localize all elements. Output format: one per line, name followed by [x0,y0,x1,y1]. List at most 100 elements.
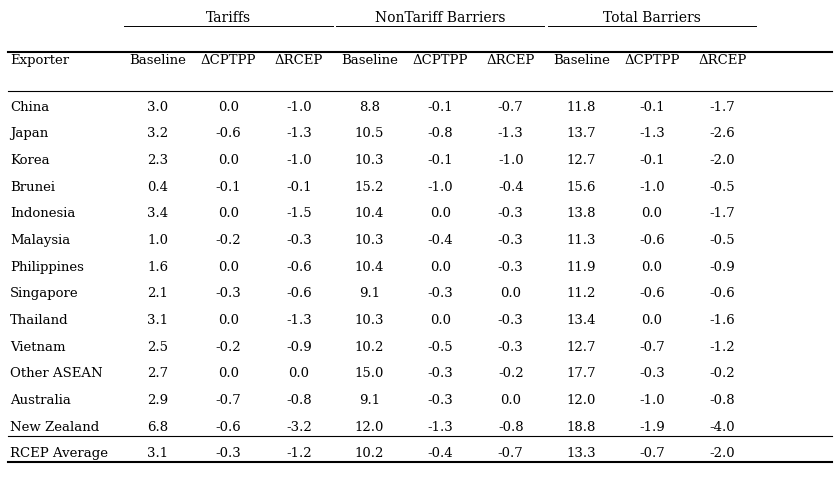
Text: -0.8: -0.8 [498,421,523,434]
Text: -0.3: -0.3 [639,368,664,380]
Text: 3.0: 3.0 [147,101,169,114]
Text: 17.7: 17.7 [566,368,596,380]
Text: -1.0: -1.0 [428,181,453,194]
Text: Other ASEAN: Other ASEAN [10,368,102,380]
Text: -0.9: -0.9 [286,341,312,354]
Text: -1.2: -1.2 [286,448,312,460]
Text: 3.1: 3.1 [147,314,169,327]
Text: 0.0: 0.0 [218,261,239,274]
Text: -0.6: -0.6 [639,288,664,300]
Text: 0.0: 0.0 [430,261,451,274]
Text: 10.2: 10.2 [355,341,384,354]
Text: -0.7: -0.7 [498,448,523,460]
Text: 11.2: 11.2 [567,288,596,300]
Text: -1.0: -1.0 [639,181,664,194]
Text: -0.3: -0.3 [428,394,453,407]
Text: -0.1: -0.1 [639,101,664,114]
Text: -1.0: -1.0 [286,101,312,114]
Text: 12.0: 12.0 [355,421,384,434]
Text: 6.8: 6.8 [147,421,169,434]
Text: New Zealand: New Zealand [10,421,99,434]
Text: -0.3: -0.3 [498,207,523,220]
Text: -1.3: -1.3 [286,314,312,327]
Text: 15.0: 15.0 [355,368,384,380]
Text: ΔCPTPP: ΔCPTPP [201,54,256,67]
Text: -0.3: -0.3 [286,234,312,247]
Text: 15.2: 15.2 [355,181,384,194]
Text: Malaysia: Malaysia [10,234,71,247]
Text: -0.1: -0.1 [428,101,453,114]
Text: 2.9: 2.9 [147,394,169,407]
Text: 2.3: 2.3 [147,154,169,167]
Text: Thailand: Thailand [10,314,69,327]
Text: -0.1: -0.1 [639,154,664,167]
Text: ΔCPTPP: ΔCPTPP [412,54,468,67]
Text: 11.9: 11.9 [566,261,596,274]
Text: 9.1: 9.1 [359,288,381,300]
Text: ΔRCEP: ΔRCEP [275,54,323,67]
Text: -0.3: -0.3 [428,368,453,380]
Text: -0.3: -0.3 [498,261,523,274]
Text: -0.6: -0.6 [216,421,241,434]
Text: -0.2: -0.2 [498,368,523,380]
Text: -0.8: -0.8 [710,394,735,407]
Text: 10.2: 10.2 [355,448,384,460]
Text: 0.4: 0.4 [148,181,168,194]
Text: -2.6: -2.6 [710,127,735,140]
Text: 3.2: 3.2 [147,127,169,140]
Text: 11.3: 11.3 [566,234,596,247]
Text: -0.3: -0.3 [428,288,453,300]
Text: ΔCPTPP: ΔCPTPP [624,54,680,67]
Text: -1.7: -1.7 [710,101,735,114]
Text: 10.3: 10.3 [354,154,385,167]
Text: -0.1: -0.1 [286,181,312,194]
Text: 13.8: 13.8 [566,207,596,220]
Text: -0.6: -0.6 [286,261,312,274]
Text: -0.1: -0.1 [428,154,453,167]
Text: 10.3: 10.3 [354,314,385,327]
Text: Tariffs: Tariffs [206,11,251,25]
Text: -0.6: -0.6 [710,288,735,300]
Text: Baseline: Baseline [553,54,610,67]
Text: -1.3: -1.3 [639,127,664,140]
Text: 0.0: 0.0 [430,207,451,220]
Text: -1.3: -1.3 [498,127,523,140]
Text: Brunei: Brunei [10,181,55,194]
Text: 2.7: 2.7 [147,368,169,380]
Text: -0.8: -0.8 [428,127,453,140]
Text: -0.9: -0.9 [710,261,735,274]
Text: 0.0: 0.0 [218,154,239,167]
Text: -0.3: -0.3 [498,234,523,247]
Text: -0.2: -0.2 [216,341,241,354]
Text: -0.6: -0.6 [639,234,664,247]
Text: China: China [10,101,50,114]
Text: 10.3: 10.3 [354,234,385,247]
Text: 0.0: 0.0 [642,314,663,327]
Text: -0.3: -0.3 [498,341,523,354]
Text: -0.2: -0.2 [710,368,735,380]
Text: -0.7: -0.7 [639,341,664,354]
Text: 0.0: 0.0 [218,368,239,380]
Text: Japan: Japan [10,127,49,140]
Text: -0.5: -0.5 [710,181,735,194]
Text: -2.0: -2.0 [710,154,735,167]
Text: 13.4: 13.4 [566,314,596,327]
Text: 15.6: 15.6 [566,181,596,194]
Text: 10.4: 10.4 [355,207,384,220]
Text: Singapore: Singapore [10,288,79,300]
Text: Philippines: Philippines [10,261,84,274]
Text: -0.7: -0.7 [216,394,241,407]
Text: Total Barriers: Total Barriers [603,11,701,25]
Text: -1.6: -1.6 [710,314,735,327]
Text: -0.4: -0.4 [428,234,453,247]
Text: -0.3: -0.3 [216,288,241,300]
Text: 9.1: 9.1 [359,394,381,407]
Text: 0.0: 0.0 [642,261,663,274]
Text: -1.0: -1.0 [286,154,312,167]
Text: 2.1: 2.1 [148,288,168,300]
Text: 0.0: 0.0 [642,207,663,220]
Text: 0.0: 0.0 [218,314,239,327]
Text: -0.2: -0.2 [216,234,241,247]
Text: -1.3: -1.3 [428,421,453,434]
Text: 0.0: 0.0 [501,288,521,300]
